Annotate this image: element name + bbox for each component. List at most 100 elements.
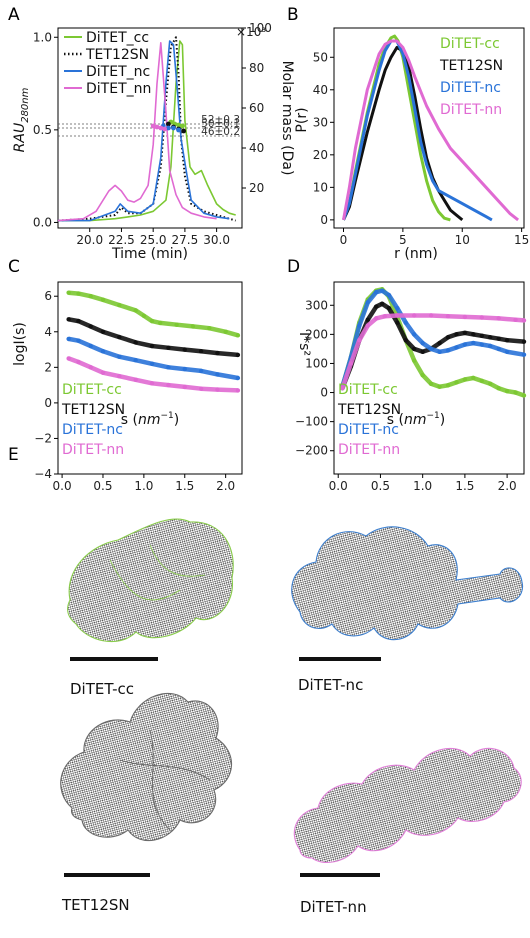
panel-c-point-ditet-cc (158, 320, 163, 326)
panel-c-point-ditet-nn (198, 386, 204, 391)
model-label-ditet-nn: DiTET-nn (300, 898, 367, 916)
panel-d-point-ditet-nc (365, 300, 370, 305)
panel-d-point-tet12sn (437, 340, 442, 346)
panel-c-point-ditet-nc (88, 343, 93, 349)
panel-c-point-tet12sn (235, 352, 241, 358)
panel-c-point-ditet-nc (133, 358, 138, 363)
model-ditet-nc-surface (291, 526, 524, 641)
panel-a-xtick-label: 27.5 (172, 233, 199, 247)
panel-d-point-ditet-nc (462, 342, 468, 347)
scale-bar-ditet-cc (70, 657, 158, 661)
panel-c-point-tet12sn (215, 350, 220, 356)
legend-label-ditet-nc: DiTET-nc (338, 422, 399, 438)
panel-d-ytick-label: 100 (305, 356, 328, 370)
panel-d-point-ditet-nc (445, 348, 451, 353)
panel-a-xtick-label: 22.5 (108, 233, 135, 247)
panel-c-series-ditet-nc (68, 336, 239, 381)
panel-c-point-ditet-cc (66, 290, 71, 295)
panel-d-series-ditet-nc (340, 288, 525, 388)
panel-c-point-tet12sn (76, 318, 81, 324)
panel-b-series-ditet-nn (342, 39, 520, 222)
panel-c-point-tet12sn (198, 349, 204, 354)
panel-a-mass-annotation: 52±0.3 (201, 114, 240, 126)
panel-a-xtick-label: 20.0 (76, 233, 103, 247)
panel-a-series-ditet-nn (57, 41, 217, 222)
panel-a-mass-point-tet12sn (166, 121, 171, 127)
panel-c-point-ditet-nc (149, 361, 155, 366)
legend-label-tet12sn: TET12SN (85, 47, 149, 63)
panel-b-ytick-label: 50 (313, 50, 328, 64)
panel-d-point-ditet-cc (504, 388, 510, 394)
panel-d-point-ditet-nn (365, 323, 370, 328)
panel-c-point-ditet-cc (207, 326, 212, 331)
panel-d-point-ditet-nc (504, 349, 510, 355)
model-ditet-nn: DiTET-nn (293, 747, 522, 916)
panel-d-point-tet12sn (412, 346, 417, 352)
panel-d-point-ditet-cc (454, 380, 459, 385)
panel-b-series-ditet-nc (342, 39, 493, 222)
panel-c-point-ditet-nc (182, 366, 187, 372)
panel-b-xtick-label: 15 (514, 233, 529, 247)
panel-d-point-ditet-nn (412, 313, 417, 318)
panel-d-point-tet12sn (479, 333, 484, 339)
panel-c-point-ditet-cc (223, 329, 228, 334)
panel-d-point-ditet-nc (357, 323, 362, 328)
model-tet12sn-surface (60, 692, 233, 842)
panel-d-point-ditet-nc (379, 288, 385, 293)
legend-label-ditet-cc: DiTET_cc (86, 30, 149, 46)
panel-a-mass-point-ditet-nn (150, 123, 156, 129)
panel-b-xtick-label: 10 (455, 233, 470, 247)
panel-a-chart: Time (min) RAU280nm Molar mass (Da) ×10³… (12, 21, 295, 262)
panel-d-point-tet12sn (471, 332, 476, 337)
panel-c-point-tet12sn (133, 340, 138, 345)
model-tet12sn: TET12SN (60, 692, 233, 914)
panel-c-point-ditet-nn (66, 356, 71, 361)
panel-d-point-ditet-cc (437, 384, 442, 389)
legend-label-ditet-nn: DiTET-nn (338, 442, 400, 458)
panel-c-chart: s (nm−1) logI(s) 0.0 0.5 1.0 1.5 2.0 −4 −2 0 2 4 6… (12, 281, 243, 493)
panel-d-point-ditet-cc (488, 381, 493, 387)
panel-d-point-tet12sn (386, 305, 392, 311)
panel-d-point-ditet-nc (496, 346, 501, 352)
panel-c-point-ditet-nc (215, 372, 220, 377)
panel-d-point-ditet-nc (403, 320, 408, 325)
panel-d-point-ditet-nc (412, 332, 417, 337)
legend-label-tet12sn: TET12SN (439, 58, 503, 74)
panel-c-point-ditet-nn (88, 365, 93, 370)
panel-a-series-ditet-nc (58, 40, 230, 222)
model-ditet-cc: DiTET-cc (66, 518, 234, 698)
panel-a-y2tick-label: 80 (249, 61, 264, 75)
panel-d-xtick-label: 2.0 (498, 479, 517, 493)
panel-a-y2tick-label: 100 (249, 21, 272, 35)
panel-d-frame (333, 281, 525, 475)
panel-c-point-tet12sn (88, 324, 93, 329)
panel-c-point-ditet-cc (235, 333, 241, 338)
legend-label-ditet-cc: DiTET-cc (338, 382, 398, 398)
panel-c-ytick-label: 6 (44, 289, 52, 303)
panel-c-point-ditet-nc (100, 349, 106, 354)
panel-d-point-ditet-nn (513, 317, 518, 323)
panel-d-point-ditet-nc (420, 340, 425, 346)
panel-d-point-ditet-nn (479, 315, 484, 320)
panel-a-ylabel: RAU280nm (12, 87, 31, 152)
panel-a-y2tick-label: 20 (249, 181, 264, 195)
panel-c-point-ditet-cc (174, 322, 179, 327)
panel-a-mass-point-ditet-nc (171, 125, 176, 131)
panel-b-series-tet12sn (342, 46, 464, 222)
panel-d-point-tet12sn (374, 304, 379, 309)
panel-label-d: D (287, 257, 300, 277)
panel-c-point-ditet-nn (215, 387, 220, 392)
panel-d-point-tet12sn (488, 335, 493, 340)
panel-d-point-ditet-nn (462, 314, 468, 320)
panel-c-xtick-label: 1.0 (134, 479, 153, 493)
legend-label-tet12sn: TET12SN (337, 402, 401, 418)
panel-c-ytick-label: 4 (44, 325, 52, 339)
scale-bar-ditet-nc (299, 657, 381, 661)
panel-d-point-ditet-cc (471, 375, 476, 381)
legend-label-ditet-nc: DiTET_nc (86, 64, 150, 80)
panel-d-point-ditet-nn (428, 313, 434, 318)
model-ditet-nn-surface (293, 747, 522, 864)
panel-b-xtick-label: 0 (340, 233, 348, 247)
panel-b-frame (333, 27, 525, 229)
panel-c-point-ditet-nn (235, 388, 241, 393)
